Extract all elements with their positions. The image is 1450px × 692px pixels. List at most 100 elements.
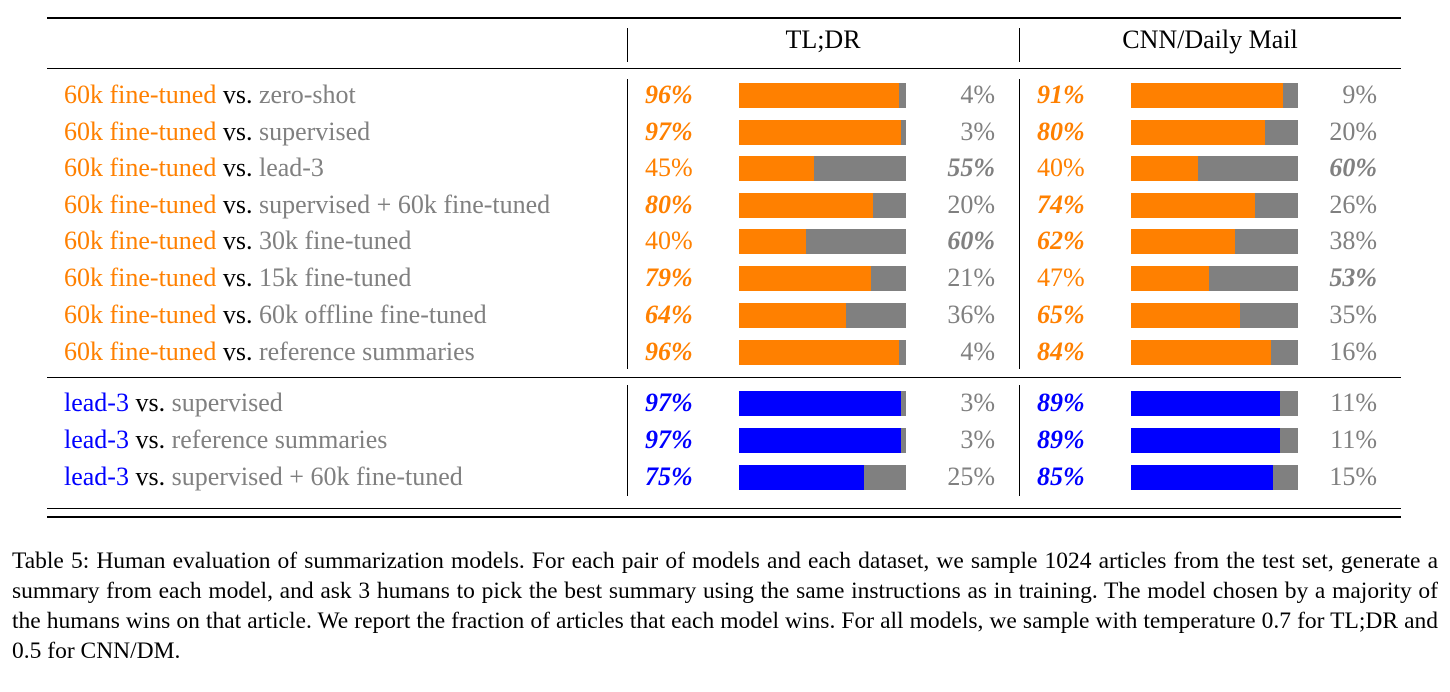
model-a: 60k fine-tuned bbox=[64, 80, 217, 109]
table-row: lead-3 vs. reference summaries 97% 3% 89% 11… bbox=[0, 421, 1450, 458]
tldr-win-bar-fill bbox=[739, 428, 901, 453]
cnn-model-a-pct: 84% bbox=[1037, 337, 1085, 366]
cnn-model-a-pct: 65% bbox=[1037, 300, 1085, 329]
comparison-label: 60k fine-tuned vs. reference summaries bbox=[64, 333, 475, 370]
header-tldr: TL;DR bbox=[785, 25, 861, 54]
cnn-model-b-pct: 20% bbox=[1329, 117, 1377, 146]
table-row: 60k fine-tuned vs. supervised + 60k fine… bbox=[0, 186, 1450, 223]
table-row: 60k fine-tuned vs. 30k fine-tuned 40% 60% 6… bbox=[0, 222, 1450, 259]
cnn-win-bar bbox=[1131, 83, 1298, 108]
cnn-win-bar-fill bbox=[1131, 120, 1265, 145]
tldr-win-bar bbox=[739, 266, 906, 291]
model-a: 60k fine-tuned bbox=[64, 153, 217, 182]
cnn-win-bar bbox=[1131, 465, 1298, 490]
model-a: 60k fine-tuned bbox=[64, 300, 217, 329]
model-a: lead-3 bbox=[64, 388, 129, 417]
cnn-model-a-pct: 74% bbox=[1037, 190, 1085, 219]
model-b: supervised bbox=[171, 388, 283, 417]
cnn-win-bar-fill bbox=[1131, 465, 1273, 490]
tldr-model-b-pct: 3% bbox=[960, 117, 995, 146]
cnn-model-a-pct: 80% bbox=[1037, 117, 1085, 146]
cnn-win-bar-fill bbox=[1131, 193, 1255, 218]
model-a: 60k fine-tuned bbox=[64, 190, 217, 219]
cnn-model-b-pct: 16% bbox=[1329, 337, 1377, 366]
vs-text: vs. bbox=[222, 337, 253, 366]
top-rule bbox=[47, 17, 1401, 19]
tldr-win-bar-fill bbox=[739, 120, 901, 145]
cnn-model-a-pct: 85% bbox=[1037, 462, 1085, 491]
comparison-label: 60k fine-tuned vs. 30k fine-tuned bbox=[64, 222, 411, 259]
tldr-win-bar-fill bbox=[739, 156, 815, 181]
vs-text: vs. bbox=[222, 226, 253, 255]
model-a: 60k fine-tuned bbox=[64, 117, 217, 146]
cnn-win-bar bbox=[1131, 193, 1298, 218]
header-divider-2 bbox=[1019, 28, 1021, 62]
body-divider-1a bbox=[627, 79, 629, 369]
table-row: lead-3 vs. supervised 97% 3% 89% 11% bbox=[0, 384, 1450, 421]
cnn-win-bar bbox=[1131, 156, 1298, 181]
table-row: 60k fine-tuned vs. supervised 97% 3% 80% 20% bbox=[0, 113, 1450, 150]
cnn-model-a-pct: 40% bbox=[1037, 153, 1085, 182]
body-divider-2a bbox=[1019, 79, 1021, 369]
comparison-label: lead-3 vs. supervised bbox=[64, 384, 283, 421]
table-row: 60k fine-tuned vs. 15k fine-tuned 79% 21% 4… bbox=[0, 259, 1450, 296]
cnn-win-bar-fill bbox=[1131, 229, 1235, 254]
model-a: lead-3 bbox=[64, 462, 129, 491]
vs-text: vs. bbox=[135, 462, 166, 491]
comparison-label: lead-3 vs. reference summaries bbox=[64, 421, 387, 458]
cnn-win-bar bbox=[1131, 428, 1298, 453]
tldr-model-b-pct: 3% bbox=[960, 388, 995, 417]
vs-text: vs. bbox=[222, 80, 253, 109]
tldr-win-bar bbox=[739, 303, 906, 328]
tldr-model-a-pct: 96% bbox=[645, 80, 693, 109]
tldr-model-b-pct: 25% bbox=[947, 462, 995, 491]
cnn-model-a-pct: 62% bbox=[1037, 226, 1085, 255]
tldr-win-bar-fill bbox=[739, 465, 865, 490]
model-b: 60k offline fine-tuned bbox=[258, 300, 487, 329]
comparison-label: 60k fine-tuned vs. zero-shot bbox=[64, 76, 356, 113]
cnn-model-a-pct: 89% bbox=[1037, 425, 1085, 454]
cnn-win-bar bbox=[1131, 303, 1298, 328]
table-row: 60k fine-tuned vs. zero-shot 96% 4% 91% 9% bbox=[0, 76, 1450, 113]
model-b: lead-3 bbox=[258, 153, 324, 182]
cnn-win-bar-fill bbox=[1131, 303, 1240, 328]
header-rule bbox=[47, 68, 1401, 70]
tldr-model-b-pct: 3% bbox=[960, 425, 995, 454]
cnn-model-b-pct: 38% bbox=[1329, 226, 1377, 255]
tldr-win-bar bbox=[739, 156, 906, 181]
table-row: lead-3 vs. supervised + 60k fine-tuned 75… bbox=[0, 458, 1450, 495]
tldr-win-bar bbox=[739, 83, 906, 108]
model-b: zero-shot bbox=[258, 80, 356, 109]
model-b: reference summaries bbox=[171, 425, 388, 454]
cnn-model-b-pct: 26% bbox=[1329, 190, 1377, 219]
cnn-win-bar-fill bbox=[1131, 340, 1272, 365]
tldr-model-b-pct: 21% bbox=[947, 263, 995, 292]
comparison-label: 60k fine-tuned vs. 60k offline fine-tune… bbox=[64, 296, 487, 333]
table-row: 60k fine-tuned vs. reference summaries 96… bbox=[0, 333, 1450, 370]
cnn-win-bar-fill bbox=[1131, 391, 1280, 416]
vs-text: vs. bbox=[222, 300, 253, 329]
model-b: supervised + 60k fine-tuned bbox=[171, 462, 463, 491]
tldr-model-b-pct: 36% bbox=[947, 300, 995, 329]
bottom-rule-2 bbox=[47, 516, 1401, 518]
body-divider-2b bbox=[1019, 385, 1021, 496]
model-a: lead-3 bbox=[64, 425, 129, 454]
comparison-label: 60k fine-tuned vs. lead-3 bbox=[64, 149, 324, 186]
cnn-win-bar bbox=[1131, 266, 1298, 291]
cnn-model-b-pct: 11% bbox=[1330, 388, 1377, 417]
cnn-model-a-pct: 47% bbox=[1037, 263, 1085, 292]
model-b: supervised bbox=[258, 117, 371, 146]
comparison-label: 60k fine-tuned vs. supervised bbox=[64, 113, 370, 150]
comparison-label: 60k fine-tuned vs. 15k fine-tuned bbox=[64, 259, 411, 296]
cnn-model-b-pct: 53% bbox=[1329, 263, 1377, 292]
caption-text: Table 5: Human evaluation of summarizati… bbox=[12, 548, 1438, 664]
tldr-model-a-pct: 97% bbox=[645, 388, 693, 417]
vs-text: vs. bbox=[135, 388, 166, 417]
tldr-win-bar-fill bbox=[739, 229, 806, 254]
cnn-model-b-pct: 11% bbox=[1330, 425, 1377, 454]
cnn-model-a-pct: 89% bbox=[1037, 388, 1085, 417]
tldr-model-a-pct: 40% bbox=[645, 226, 693, 255]
cnn-win-bar-fill bbox=[1131, 156, 1198, 181]
tldr-model-b-pct: 55% bbox=[947, 153, 995, 182]
cnn-win-bar-fill bbox=[1131, 266, 1210, 291]
